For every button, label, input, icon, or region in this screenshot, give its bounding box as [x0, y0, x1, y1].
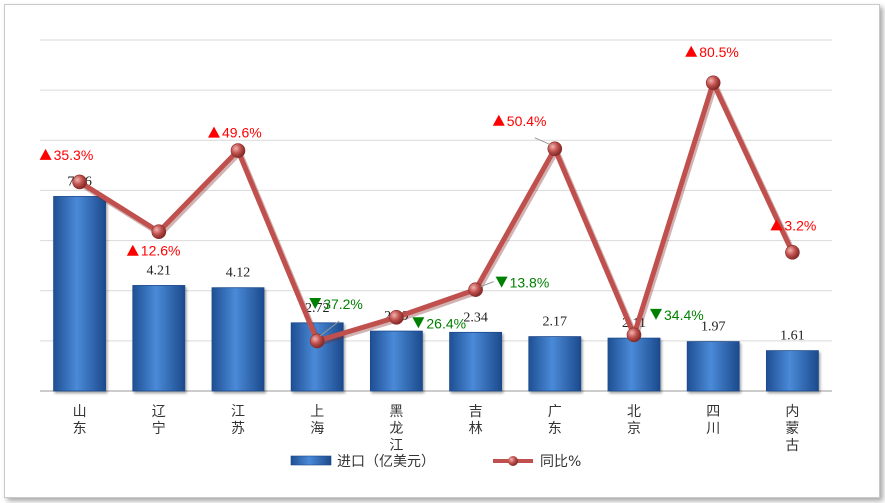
bar-value-label: 2.34 [463, 310, 488, 325]
up-triangle-icon [126, 244, 139, 256]
bar [449, 331, 503, 392]
line-point [151, 224, 167, 240]
up-triangle-icon [208, 126, 220, 138]
bar [686, 341, 740, 392]
percent-value: 37.2% [323, 296, 363, 312]
category-label: 吉林 [469, 404, 483, 437]
line-series [72, 75, 800, 349]
line-point [785, 245, 800, 260]
line-path [78, 80, 795, 344]
bar [528, 336, 582, 392]
bar-value-label: 2.17 [543, 315, 568, 330]
percent-label: 26.4% [412, 315, 466, 331]
percent-label: 49.6% [208, 125, 262, 141]
line-point [230, 143, 246, 158]
percent-label: 12.6% [126, 243, 181, 259]
bar-series [53, 196, 819, 392]
category-label: 黑龙江 [389, 404, 403, 454]
leader-line [534, 137, 552, 146]
percent-value: 12.6% [141, 243, 181, 259]
percent-label: 37.2% [309, 296, 363, 312]
category-label: 内蒙古 [785, 404, 799, 454]
up-triangle-icon [770, 219, 783, 231]
percent-value: 34.4% [664, 307, 704, 323]
legend-line-label: 同比% [540, 454, 581, 470]
legend-line-marker [508, 456, 518, 466]
bar-value-label: 1.61 [780, 329, 805, 344]
percent-value: 35.3% [54, 147, 94, 163]
percent-value: 50.4% [507, 113, 547, 129]
line-point [72, 174, 87, 190]
bar [211, 287, 265, 392]
bar [53, 196, 106, 392]
category-label: 北京 [627, 404, 641, 437]
down-triangle-icon [495, 276, 508, 288]
line-point [626, 327, 642, 343]
percent-labels: 35.3% 12.6% 49.6% 37.2% 26.4% 13.8% 50.4% 34.4%… [39, 44, 816, 337]
percent-value: 13.8% [510, 275, 550, 291]
percent-value: 49.6% [222, 125, 262, 141]
percent-label: 50.4% [492, 113, 547, 129]
up-triangle-icon [685, 45, 698, 57]
leader-line [480, 281, 494, 288]
down-triangle-icon [309, 297, 322, 309]
category-label: 江苏 [231, 404, 245, 437]
bar-value-label: 4.12 [226, 266, 251, 281]
line-point [309, 333, 325, 349]
bar-value-label: 2.72 [305, 301, 330, 316]
category-label: 四川 [706, 404, 720, 437]
legend-bar-swatch [290, 455, 332, 466]
bar [132, 285, 186, 392]
line-point [468, 282, 483, 297]
chart-frame [4, 4, 880, 498]
category-label: 山东 [73, 404, 87, 437]
bar-value-label: 1.97 [701, 320, 726, 335]
bar [369, 330, 423, 392]
category-label: 辽宁 [152, 404, 166, 437]
down-triangle-icon [650, 308, 662, 320]
category-labels: 山东 辽宁 江苏 上海 黑龙江 吉林 广东 北京 四川 内蒙古 [73, 404, 800, 454]
legend-bar-label: 进口（亿美元） [337, 454, 435, 470]
legend: 进口（亿美元） 同比% [290, 454, 581, 470]
percent-value: 80.5% [699, 44, 739, 60]
line-point [705, 75, 721, 91]
category-label: 上海 [310, 404, 324, 437]
percent-label: 3.2% [770, 217, 816, 233]
category-label: 广东 [548, 404, 562, 437]
percent-label: 35.3% [39, 147, 94, 163]
bar [607, 337, 661, 392]
line-point [389, 309, 404, 325]
percent-label: 13.8% [495, 275, 550, 291]
leader-line [319, 320, 340, 337]
percent-value: 26.4% [426, 315, 466, 331]
percent-label: 80.5% [685, 44, 739, 60]
line-point [547, 141, 563, 157]
bar-value-label: 4.21 [147, 263, 172, 278]
percent-label: 34.4% [650, 307, 704, 323]
up-triangle-icon [492, 114, 505, 126]
bar [766, 350, 819, 392]
up-triangle-icon [39, 148, 52, 160]
down-triangle-icon [412, 317, 425, 329]
percent-value: 3.2% [784, 217, 816, 233]
